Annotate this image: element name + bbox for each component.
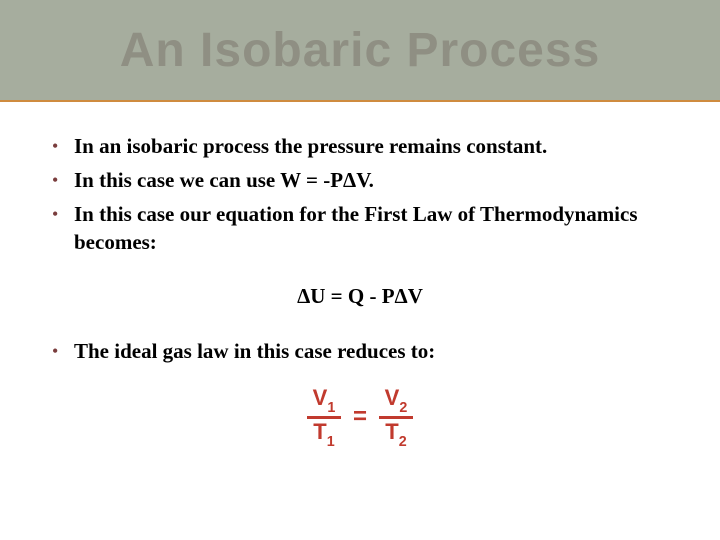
- denominator: T2: [381, 419, 410, 450]
- list-item: • In this case we can use W = -PΔV.: [50, 166, 670, 194]
- list-item: • In an isobaric process the pressure re…: [50, 132, 670, 160]
- fraction-left: V1 T1: [307, 385, 341, 449]
- fraction-right: V2 T2: [379, 385, 413, 449]
- equals-sign: =: [353, 403, 367, 431]
- bullet-icon: •: [50, 166, 74, 194]
- slide-title: An Isobaric Process: [120, 23, 601, 78]
- numerator: V2: [381, 385, 412, 416]
- equation-text: ΔU = Q - PΔV: [50, 284, 670, 309]
- bullet-text: In this case we can use W = -PΔV.: [74, 166, 670, 194]
- list-item: • The ideal gas law in this case reduces…: [50, 337, 670, 365]
- denominator: T1: [309, 419, 338, 450]
- formula-block: V1 T1 = V2 T2: [50, 385, 670, 449]
- slide-body: • In an isobaric process the pressure re…: [0, 102, 720, 449]
- bullet-icon: •: [50, 132, 74, 160]
- bullet-text: The ideal gas law in this case reduces t…: [74, 337, 670, 365]
- bullet-icon: •: [50, 200, 74, 228]
- numerator: V1: [309, 385, 340, 416]
- list-item: • In this case our equation for the Firs…: [50, 200, 670, 256]
- bullet-text: In this case our equation for the First …: [74, 200, 670, 256]
- title-band: An Isobaric Process: [0, 0, 720, 100]
- bullet-text: In an isobaric process the pressure rema…: [74, 132, 670, 160]
- ratio-formula: V1 T1 = V2 T2: [307, 385, 413, 449]
- bullet-icon: •: [50, 337, 74, 365]
